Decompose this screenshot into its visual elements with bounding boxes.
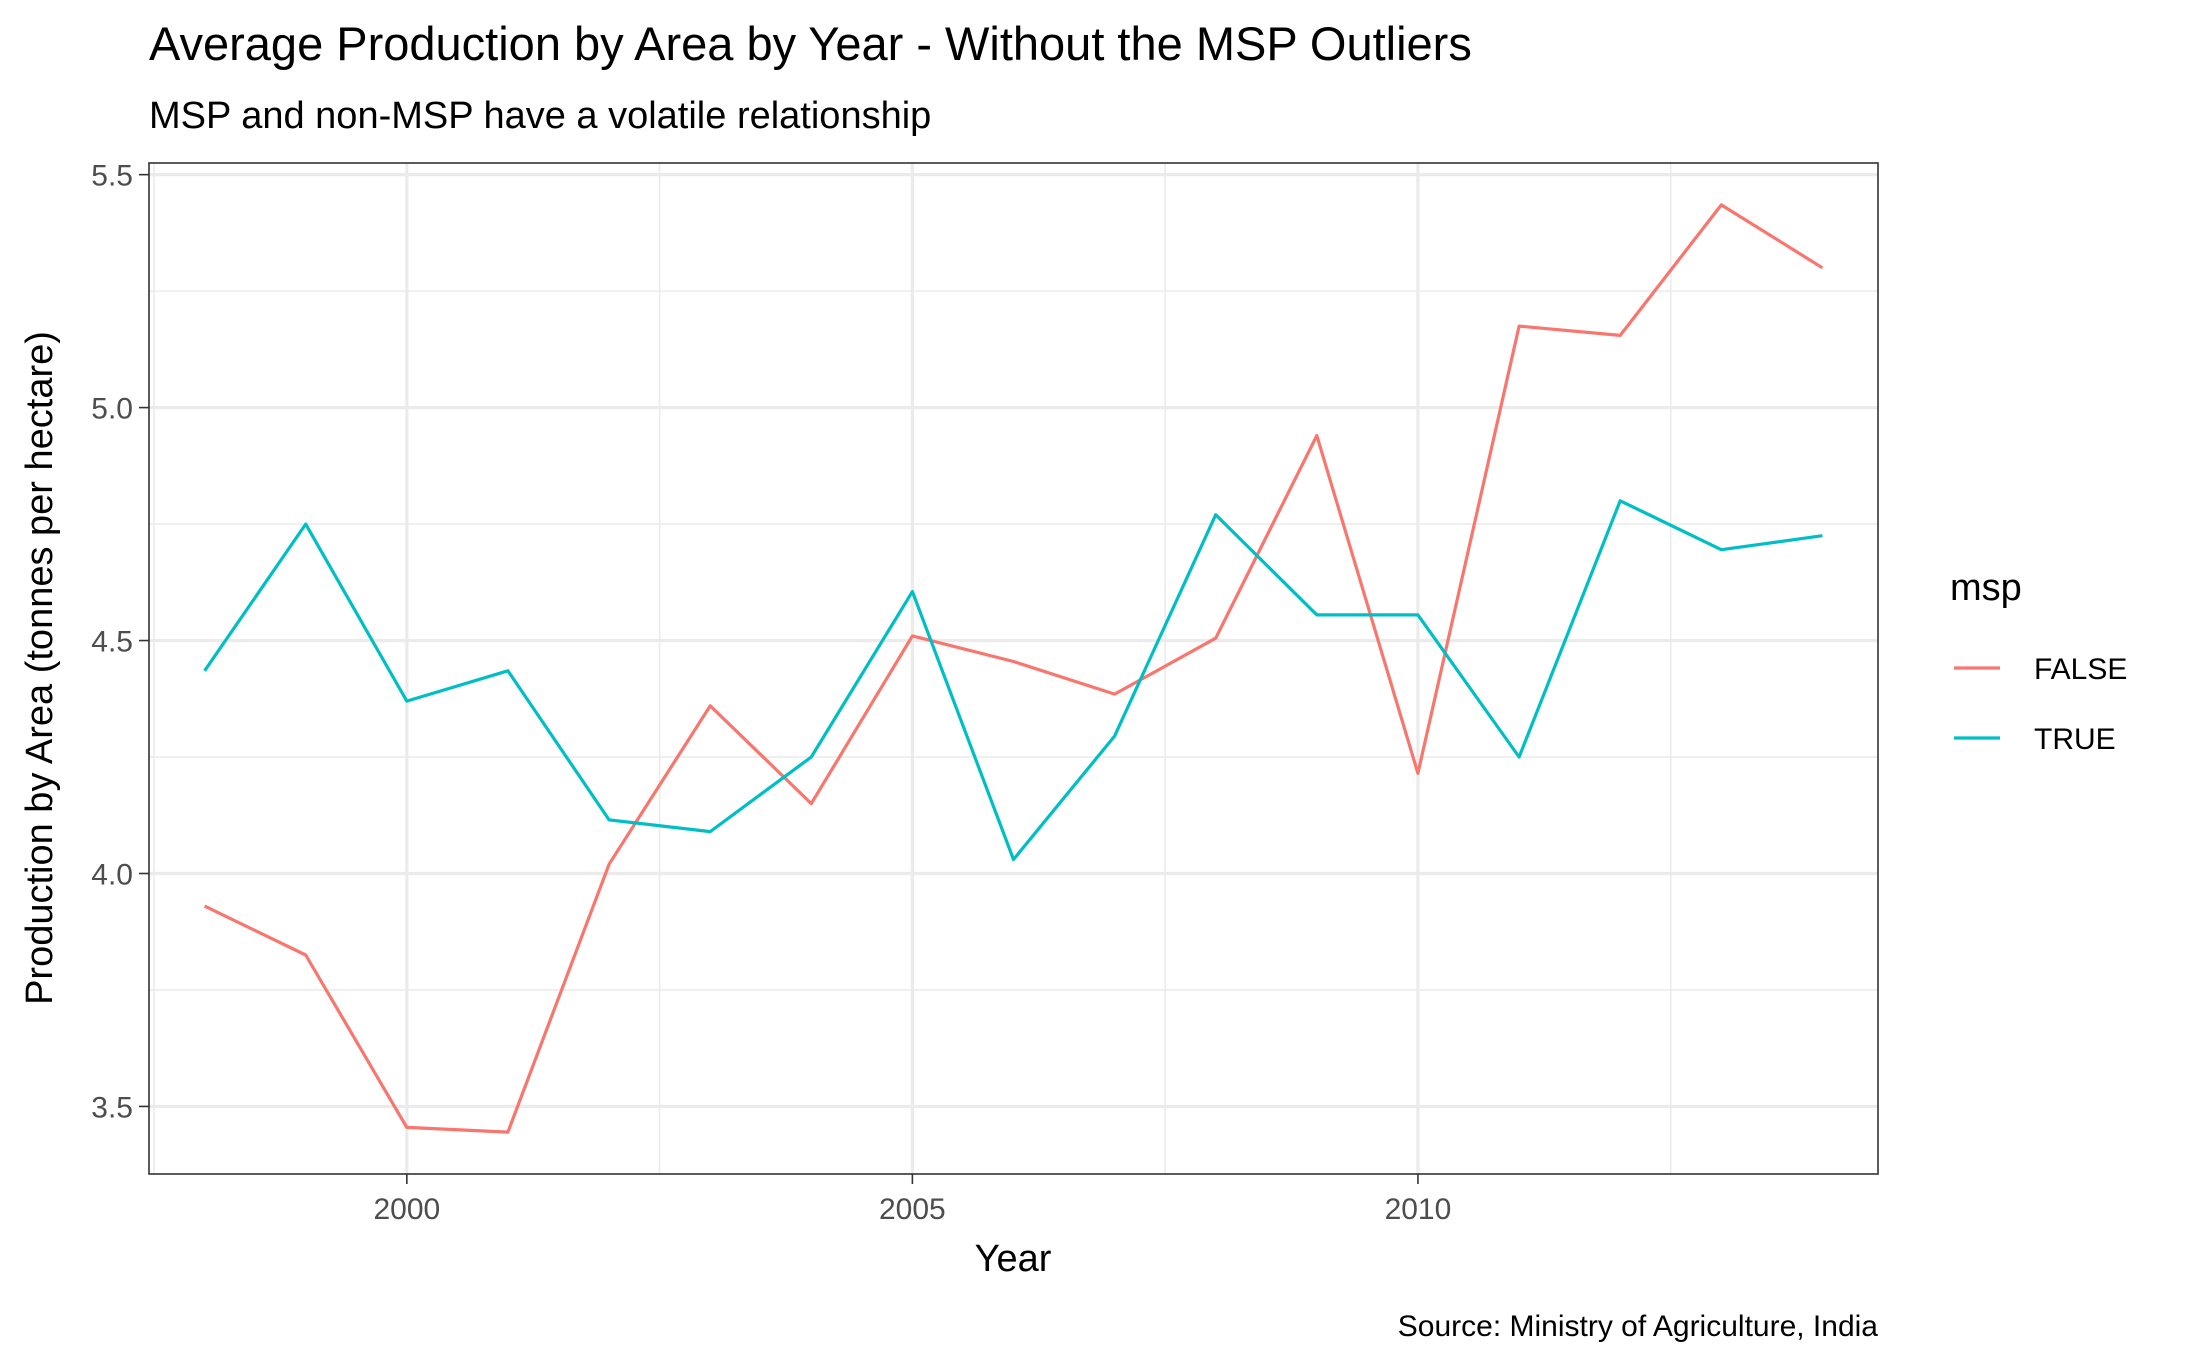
x-axis-title: Year <box>975 1238 1052 1280</box>
series-layer <box>203 203 1824 1134</box>
y-tick-label: 4.5 <box>91 626 133 659</box>
y-tick-label: 5.5 <box>91 160 133 193</box>
y-tick-label: 3.5 <box>91 1091 133 1124</box>
legend: msp FALSE TRUE <box>1950 567 2127 756</box>
chart-caption: Source: Ministry of Agriculture, India <box>1398 1310 1879 1343</box>
y-axis: 3.5 4.0 4.5 5.0 5.5 <box>91 160 149 1124</box>
chart-title: Average Production by Area by Year - Wit… <box>149 17 1472 70</box>
series-line-true <box>203 499 1823 862</box>
legend-title: msp <box>1950 567 2022 609</box>
plot-panel-border <box>148 162 1879 1175</box>
chart-subtitle: MSP and non-MSP have a volatile relation… <box>149 95 931 137</box>
y-axis-title: Production by Area (tonnes per hectare) <box>19 331 61 1005</box>
y-tick-label: 4.0 <box>91 858 133 891</box>
y-tick-label: 5.0 <box>91 393 133 426</box>
x-tick-label: 2000 <box>373 1193 440 1226</box>
gridlines <box>149 163 1878 1174</box>
legend-label-true: TRUE <box>2034 723 2116 756</box>
x-tick-label: 2010 <box>1385 1193 1452 1226</box>
x-tick-label: 2005 <box>879 1193 946 1226</box>
x-axis: 2000 2005 2010 <box>373 1174 1451 1226</box>
series-line-false <box>203 203 1824 1134</box>
legend-label-false: FALSE <box>2034 653 2127 686</box>
